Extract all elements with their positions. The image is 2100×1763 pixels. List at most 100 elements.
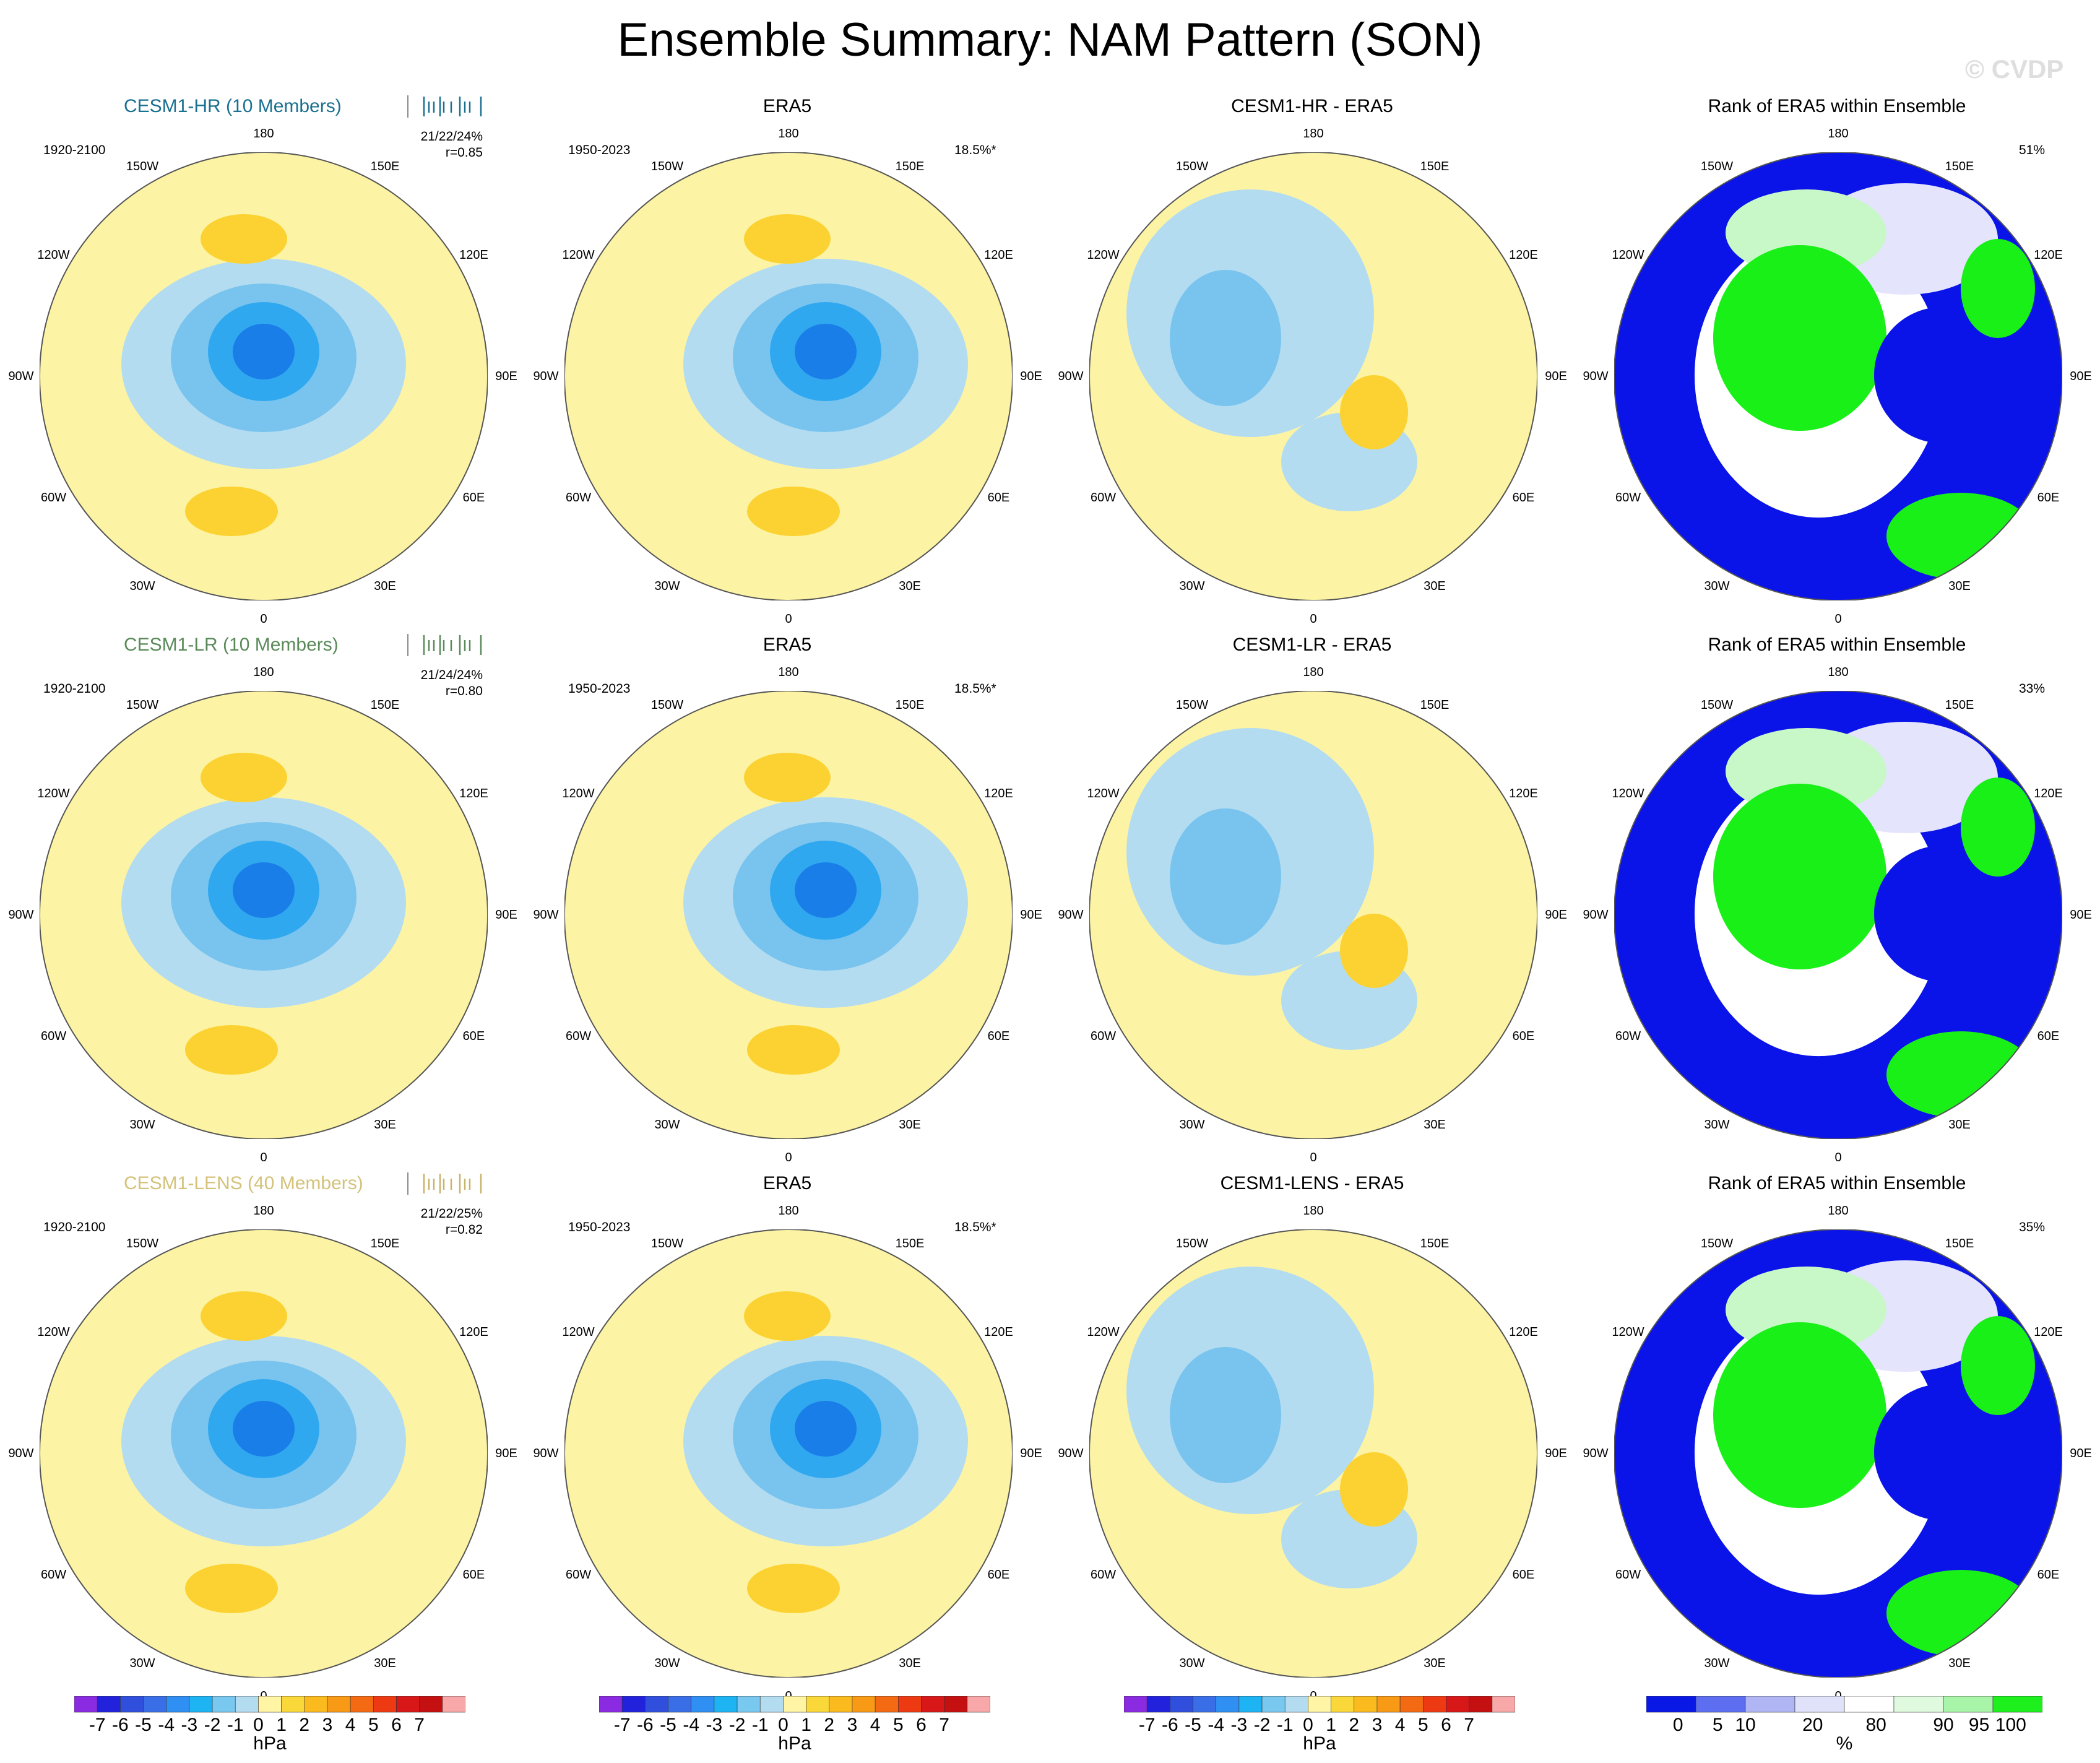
field-positive-strong <box>744 1291 831 1341</box>
longitude-label: 90E <box>1020 370 1042 383</box>
rank-green-region <box>1886 1031 2035 1118</box>
colorbar-tick-label: 1 <box>1326 1715 1336 1735</box>
colorbar-swatch <box>442 1696 465 1713</box>
copyright-watermark: © CVDP <box>1965 54 2064 84</box>
longitude-label: 60W <box>565 1029 592 1043</box>
longitude-label: 120W <box>562 1325 595 1339</box>
panel-title: ERA5 <box>763 96 812 116</box>
member-tick-strip <box>407 634 482 656</box>
explained-variance: 33% <box>2019 682 2046 696</box>
colorbar-tick-label: 6 <box>1441 1715 1451 1735</box>
colorbar: -7 -6 -5 -4 -3 -2 -1 0 1 2 3 4 5 6 7 hPa <box>1124 1696 1515 1758</box>
longitude-label: 30W <box>129 579 155 594</box>
colorbar-swatch <box>1492 1696 1515 1713</box>
longitude-label: 30W <box>654 579 680 594</box>
polar-map <box>1614 691 2062 1139</box>
longitude-label: 30W <box>1704 579 1730 594</box>
polar-map <box>40 152 488 600</box>
member-tick-strip <box>407 95 482 118</box>
colorbar-swatch <box>645 1696 668 1713</box>
colorbar-tick-label: -7 <box>613 1715 631 1735</box>
rank-green-region <box>1961 1316 2035 1415</box>
colorbar-swatch <box>235 1696 259 1713</box>
colorbar-swatch <box>599 1696 623 1713</box>
longitude-label: 180 <box>253 1204 274 1218</box>
longitude-label: 180 <box>1828 665 1849 679</box>
colorbar-swatch <box>1844 1696 1895 1713</box>
colorbar-swatch <box>327 1696 351 1713</box>
panel-title: CESM1-HR - ERA5 <box>1231 96 1393 116</box>
polar-map <box>1614 152 2062 600</box>
colorbar-swatch <box>1794 1696 1845 1713</box>
field-negative-strong <box>1170 269 1281 407</box>
longitude-label: 90W <box>8 370 34 383</box>
field-negative-center <box>795 323 857 380</box>
longitude-label: 60W <box>565 1568 592 1582</box>
longitude-label: 30E <box>374 579 396 594</box>
longitude-label: 30E <box>1424 1118 1446 1132</box>
explained-variance: 18.5%* <box>954 1220 996 1234</box>
colorbar-tick-label: 6 <box>391 1715 402 1735</box>
longitude-label: 150W <box>1700 698 1734 712</box>
longitude-label: 120W <box>1087 1325 1120 1339</box>
longitude-label: 120E <box>1509 787 1538 800</box>
longitude-label: 150W <box>126 1236 159 1250</box>
field-positive-strong <box>747 1025 840 1075</box>
panel-title: ERA5 <box>763 1173 812 1193</box>
longitude-label: 120W <box>562 787 595 800</box>
longitude-label: 0 <box>260 612 267 626</box>
longitude-label: 60E <box>462 1029 485 1043</box>
colorbar-tick-label: 10 <box>1735 1715 1756 1735</box>
period-label: 1950-2023 <box>568 1220 631 1234</box>
longitude-label: 0 <box>260 1151 267 1164</box>
longitude-label: 150E <box>1945 698 1974 712</box>
longitude-label: 120E <box>459 787 488 800</box>
panel-rank-row-2: Rank of ERA5 within Ensemble 33% 180 150E 12… <box>1575 631 2099 1170</box>
colorbar-swatch <box>829 1696 853 1713</box>
panel-title: Rank of ERA5 within Ensemble <box>1708 1173 1966 1193</box>
longitude-label: 120W <box>1612 1325 1644 1339</box>
colorbar-tick-label: -6 <box>1162 1715 1178 1735</box>
colorbar-tick-label: 0 <box>778 1715 789 1735</box>
colorbar-swatch <box>1422 1696 1446 1713</box>
longitude-label: 60W <box>40 1568 67 1582</box>
pattern-correlation: r=0.80 <box>445 684 483 698</box>
longitude-label: 120E <box>459 248 488 262</box>
longitude-label: 30E <box>374 1657 396 1671</box>
panel-rank-row-1: Rank of ERA5 within Ensemble 51% 180 150E 12… <box>1575 93 2099 631</box>
longitude-label: 90E <box>495 908 517 922</box>
colorbar-swatch <box>1992 1696 2042 1713</box>
rank-green-region <box>1713 245 1886 431</box>
longitude-label: 0 <box>1834 612 1842 626</box>
field-negative-center <box>233 1401 295 1457</box>
longitude-label: 150E <box>1420 1236 1450 1250</box>
explained-variance: 18.5%* <box>954 682 996 696</box>
panel-diff-row-2: CESM1-LR - ERA5 180 150E 120E 90E 60E 30E 0 30W 6… <box>1050 631 1575 1170</box>
colorbar-tick-label: 7 <box>1464 1715 1474 1735</box>
colorbar-swatch <box>1646 1696 1696 1713</box>
panel-obs-row-2: ERA5 1950-2023 18.5%* 180 150E 120E 90E 60E 30E 0… <box>525 631 1050 1170</box>
colorbar-tick-label: -5 <box>1185 1715 1201 1735</box>
colorbar-tick-label: 3 <box>847 1715 858 1735</box>
longitude-label: 30W <box>129 1657 155 1671</box>
longitude-label: 180 <box>253 127 274 141</box>
longitude-label: 120W <box>1612 248 1644 262</box>
field-positive-strong <box>747 1564 840 1613</box>
longitude-label: 60E <box>2037 491 2060 505</box>
longitude-label: 120W <box>1612 787 1644 800</box>
field-negative-center <box>233 862 295 918</box>
field-positive-strong <box>201 753 287 802</box>
longitude-label: 120E <box>1509 248 1538 262</box>
colorbar-tick-label: -7 <box>89 1715 106 1735</box>
longitude-label: 30W <box>1179 1118 1205 1132</box>
field-negative-strong <box>1170 808 1281 945</box>
field-positive-strong <box>201 214 287 264</box>
colorbar-swatch <box>944 1696 968 1713</box>
longitude-label: 60E <box>2037 1568 2060 1582</box>
colorbar-tick-label: 90 <box>1933 1715 1954 1735</box>
colorbar-unit: hPa <box>778 1733 811 1754</box>
rank-green-region <box>1713 1322 1886 1509</box>
longitude-label: 90W <box>1583 370 1609 383</box>
longitude-label: 30W <box>654 1657 680 1671</box>
field-positive-strong <box>201 1291 287 1341</box>
